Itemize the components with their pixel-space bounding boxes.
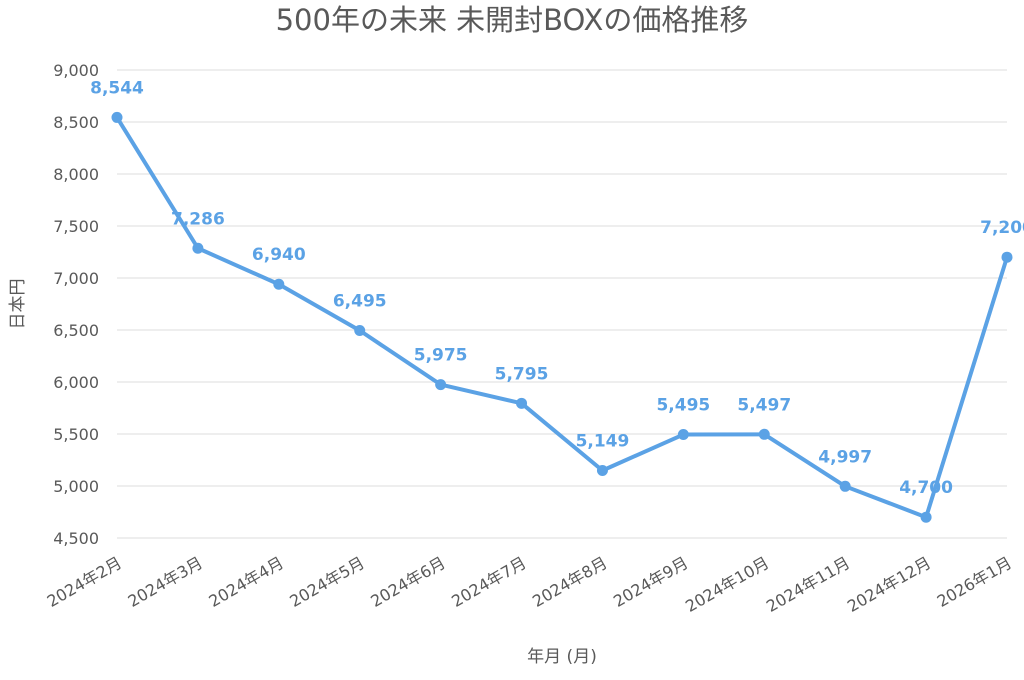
series-line: [115, 115, 1009, 520]
data-label: 7,200: [980, 218, 1024, 238]
x-tick-label: 2026年1月: [934, 553, 1015, 611]
chart-title: 500年の未来 未開封BOXの価格推移: [275, 3, 749, 37]
x-tick-label: 2024年7月: [448, 553, 529, 611]
y-tick-label: 6,000: [53, 373, 99, 392]
data-label: 8,544: [90, 78, 144, 98]
x-tick-label: 2024年11月: [763, 553, 853, 616]
data-point: [839, 480, 851, 492]
x-tick-label: 2024年10月: [682, 553, 772, 616]
data-label: 5,795: [495, 364, 549, 384]
y-tick-label: 8,500: [53, 113, 99, 132]
data-point: [596, 465, 608, 477]
data-point: [920, 511, 932, 523]
data-label: 4,997: [818, 447, 872, 467]
x-tick-label: 2024年12月: [844, 553, 934, 616]
y-axis-label: 日本円: [8, 279, 28, 330]
x-tick-label: 2024年8月: [529, 553, 610, 611]
data-label: 6,495: [333, 292, 387, 312]
data-label: 6,940: [252, 245, 306, 265]
x-tick-label: 2024年3月: [125, 553, 206, 611]
data-label: 5,975: [414, 346, 468, 366]
y-tick-label: 4,500: [53, 529, 99, 548]
y-tick-label: 6,500: [53, 321, 99, 340]
x-tick-label: 2024年2月: [44, 553, 125, 611]
data-point: [677, 429, 689, 441]
y-tick-label: 5,000: [53, 477, 99, 496]
data-point: [435, 379, 447, 391]
x-tick-label: 2024年9月: [610, 553, 691, 611]
x-tick-label: 2024年4月: [206, 553, 287, 611]
data-point: [354, 325, 366, 337]
data-point: [273, 278, 285, 290]
data-label: 5,497: [737, 395, 791, 415]
y-tick-label: 7,500: [53, 217, 99, 236]
data-label: 4,700: [899, 478, 953, 498]
data-label: 5,495: [656, 396, 710, 416]
y-tick-label: 9,000: [53, 61, 99, 80]
x-tick-label: 2024年6月: [367, 553, 448, 611]
y-tick-label: 7,000: [53, 269, 99, 288]
x-axis-label: 年月 (月): [527, 647, 597, 667]
data-label: 5,149: [576, 432, 630, 452]
y-tick-label: 5,500: [53, 425, 99, 444]
y-tick-label: 8,000: [53, 165, 99, 184]
data-point: [192, 242, 204, 254]
data-point: [758, 428, 770, 440]
data-point: [111, 111, 123, 123]
data-point: [1001, 251, 1013, 263]
data-label: 7,286: [171, 209, 225, 229]
x-tick-label: 2024年5月: [286, 553, 367, 611]
data-point: [516, 397, 528, 409]
